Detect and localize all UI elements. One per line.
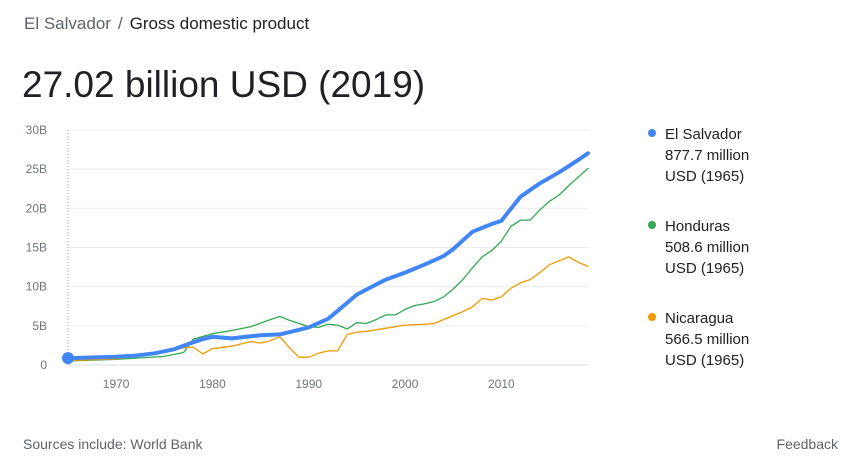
feedback-link[interactable]: Feedback bbox=[776, 436, 838, 452]
x-tick-label: 2000 bbox=[392, 377, 419, 391]
breadcrumb-separator: / bbox=[117, 14, 123, 33]
x-tick-label: 1990 bbox=[295, 377, 322, 391]
breadcrumb: El Salvador / Gross domestic product bbox=[24, 13, 309, 35]
y-tick-label: 0 bbox=[40, 358, 47, 372]
chart-axes: 0 5B 10B 15B 20B 25B 30B 1970 1980 1990 2000 2010 bbox=[26, 123, 515, 391]
y-tick-label: 20B bbox=[26, 201, 47, 215]
legend-series-unit: USD (1965) bbox=[665, 260, 745, 277]
x-tick-label: 1970 bbox=[103, 377, 130, 391]
legend-series-value: 566.5 million bbox=[665, 331, 750, 348]
breadcrumb-metric: Gross domestic product bbox=[129, 14, 310, 33]
legend-series-name: Nicaragua bbox=[665, 310, 734, 327]
chart-series[interactable] bbox=[66, 151, 590, 362]
legend-item-el-salvador[interactable]: El Salvador 877.7 million USD (1965) bbox=[648, 124, 848, 187]
highlight-point bbox=[62, 352, 74, 365]
chart-legend: El Salvador 877.7 million USD (1965) Hon… bbox=[648, 124, 848, 371]
legend-series-unit: USD (1965) bbox=[665, 168, 745, 185]
y-tick-label: 30B bbox=[26, 123, 47, 137]
sources-note: Sources include: World Bank bbox=[23, 436, 203, 452]
legend-series-name: El Salvador bbox=[665, 126, 742, 143]
chart-markers bbox=[62, 352, 74, 365]
breadcrumb-country[interactable]: El Salvador bbox=[24, 14, 111, 33]
chart-gridlines bbox=[67, 129, 588, 366]
series-line-el-salvador[interactable] bbox=[66, 151, 590, 361]
headline-value: 27.02 billion USD (2019) bbox=[22, 64, 426, 105]
y-tick-label: 10B bbox=[26, 280, 47, 294]
x-tick-label: 2010 bbox=[488, 377, 515, 391]
y-tick-label: 5B bbox=[32, 319, 47, 333]
legend-series-unit: USD (1965) bbox=[665, 352, 745, 369]
legend-dot-honduras bbox=[648, 221, 656, 229]
y-tick-label: 25B bbox=[26, 162, 47, 176]
legend-series-value: 877.7 million bbox=[665, 147, 750, 164]
legend-item-honduras[interactable]: Honduras 508.6 million USD (1965) bbox=[648, 216, 848, 279]
series-line-nicaragua[interactable] bbox=[67, 256, 589, 362]
legend-item-nicaragua[interactable]: Nicaragua 566.5 million USD (1965) bbox=[648, 308, 848, 371]
series-line-honduras[interactable] bbox=[67, 167, 589, 362]
y-tick-label: 15B bbox=[26, 241, 47, 255]
x-tick-label: 1980 bbox=[199, 377, 226, 391]
legend-series-name: Honduras bbox=[665, 218, 731, 235]
legend-dot-nicaragua bbox=[648, 313, 656, 321]
legend-dot-el-salvador bbox=[648, 129, 656, 137]
legend-series-value: 508.6 million bbox=[665, 239, 750, 256]
